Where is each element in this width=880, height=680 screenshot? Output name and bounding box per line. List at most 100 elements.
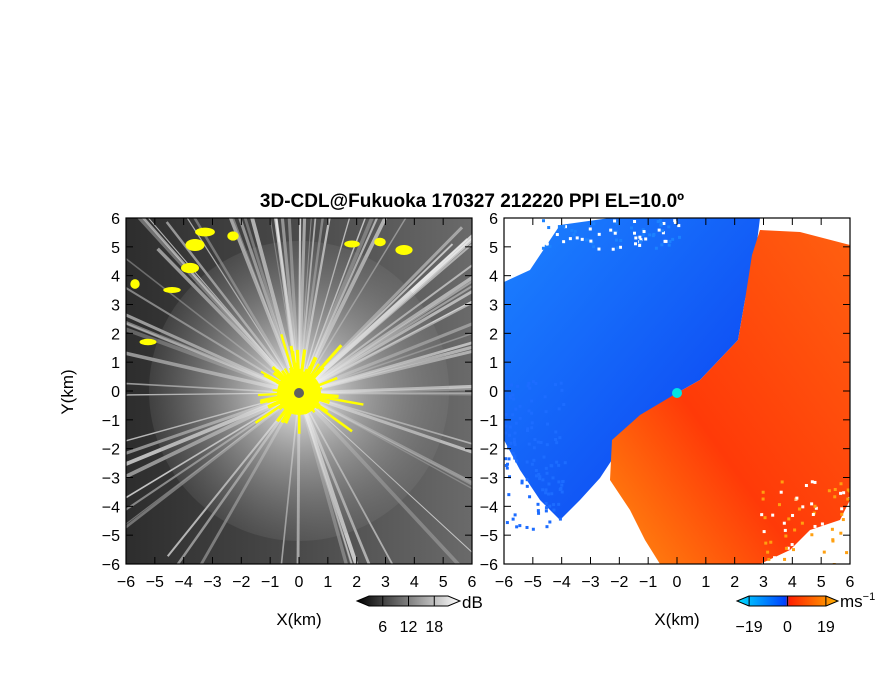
- y-tick-label: 1: [489, 355, 498, 372]
- reflectivity-colorbar: 6 12 18 dB: [355, 593, 483, 636]
- velocity-speckle: [782, 521, 786, 525]
- velocity-speckle: [797, 507, 801, 511]
- y-tick-label: 2: [111, 326, 120, 343]
- velocity-speckle: [531, 380, 535, 384]
- velocity-speckle: [530, 421, 534, 425]
- velocity-speckle: [629, 226, 633, 230]
- velocity-speckle: [633, 220, 637, 224]
- velocity-speckle: [784, 546, 788, 550]
- velocity-speckle: [504, 457, 508, 461]
- velocity-speckle: [790, 543, 794, 547]
- velocity-speckle: [557, 480, 561, 484]
- velocity-speckle: [766, 550, 770, 554]
- velocity-speckle: [801, 505, 805, 509]
- y-tick-label: 6: [489, 211, 498, 228]
- velocity-speckle: [828, 548, 832, 552]
- y-tick-label: −1: [102, 413, 120, 430]
- velocity-speckle: [656, 220, 660, 224]
- velocity-speckle: [544, 230, 548, 234]
- velocity-speckle: [559, 381, 563, 385]
- velocity-speckle: [845, 551, 849, 555]
- velocity-speckle: [513, 431, 517, 435]
- high-echo-patch: [180, 262, 200, 274]
- velocity-speckle: [780, 480, 784, 484]
- x-tick-label: 5: [817, 574, 826, 591]
- velocity-speckle: [544, 491, 548, 495]
- velocity-speckle: [616, 246, 620, 250]
- y-tick-label: −5: [102, 528, 120, 545]
- velocity-speckle: [538, 477, 542, 481]
- velocity-speckle: [511, 451, 515, 455]
- velocity-speckle: [552, 508, 556, 512]
- x-tick-label: −5: [146, 574, 164, 591]
- velocity-speckle: [511, 517, 515, 521]
- velocity-speckle: [514, 421, 518, 425]
- velocity-speckle: [641, 228, 645, 232]
- velocity-speckle: [512, 440, 516, 444]
- velocity-speckle: [512, 437, 516, 441]
- velocity-speckle: [597, 232, 601, 236]
- velocity-speckle: [562, 224, 566, 228]
- velocity-speckle: [542, 224, 546, 228]
- velocity-speckle: [760, 513, 764, 517]
- velocity-speckle: [536, 509, 540, 513]
- velocity-speckle: [558, 436, 562, 440]
- velocity-speckle: [544, 244, 548, 248]
- y-tick-label: 1: [111, 355, 120, 372]
- velocity-speckle: [673, 220, 677, 224]
- velocity-speckle: [504, 412, 508, 416]
- velocity-speckle: [810, 480, 814, 484]
- velocity-colorbar-unit: ms−1: [840, 591, 875, 611]
- velocity-speckle: [791, 513, 795, 517]
- reflectivity-x-label: X(km): [276, 610, 321, 629]
- high-echo-patch: [130, 279, 140, 289]
- velocity-speckle: [784, 534, 788, 538]
- velocity-speckle: [508, 425, 512, 429]
- approaching-region: [504, 218, 760, 520]
- velocity-speckle: [513, 443, 517, 447]
- velocity-speckle: [833, 495, 837, 499]
- high-echo-patch: [374, 237, 386, 247]
- velocity-speckle: [611, 247, 615, 251]
- high-reflectivity-echo: [130, 227, 413, 434]
- velocity-speckle: [534, 474, 538, 478]
- velocity-speckle: [817, 550, 821, 554]
- velocity-speckle: [515, 525, 519, 529]
- y-tick-label: 5: [489, 240, 498, 257]
- velocity-speckle: [777, 503, 781, 507]
- velocity-speckle: [813, 480, 817, 484]
- y-tick-label: −2: [102, 442, 120, 459]
- velocity-speckle: [530, 462, 534, 466]
- colorbar-tick-label: 12: [400, 619, 418, 636]
- velocity-speckle: [639, 238, 643, 242]
- velocity-speckle: [527, 381, 531, 385]
- x-tick-label: −5: [524, 574, 542, 591]
- velocity-x-label: X(km): [654, 610, 699, 629]
- velocity-speckle: [619, 238, 623, 242]
- receding-region: [610, 230, 850, 564]
- velocity-speckle: [592, 222, 596, 226]
- velocity-speckle: [839, 482, 843, 486]
- velocity-speckle: [826, 533, 830, 537]
- velocity-speckle: [618, 245, 622, 249]
- velocity-speckle: [518, 416, 522, 420]
- colorbar-tick-label: 6: [378, 619, 387, 636]
- velocity-speckle: [511, 393, 515, 397]
- x-tick-label: 1: [701, 574, 710, 591]
- velocity-speckle: [554, 219, 558, 223]
- velocity-colorbar-ticks: −19 0 19: [736, 596, 835, 636]
- velocity-speckle: [813, 546, 817, 550]
- velocity-speckle: [588, 227, 592, 231]
- velocity-speckle: [543, 395, 547, 399]
- y-tick-label: 4: [111, 269, 120, 286]
- high-echo-patch: [185, 239, 205, 251]
- x-tick-label: 0: [295, 574, 304, 591]
- x-tick-label: −1: [261, 574, 279, 591]
- velocity-speckle: [557, 407, 561, 411]
- y-tick-label: 4: [489, 269, 498, 286]
- velocity-speckle: [550, 464, 554, 468]
- velocity-speckle: [504, 386, 508, 390]
- velocity-speckle: [592, 245, 596, 249]
- velocity-speckle: [507, 446, 511, 450]
- velocity-speckle: [651, 234, 655, 238]
